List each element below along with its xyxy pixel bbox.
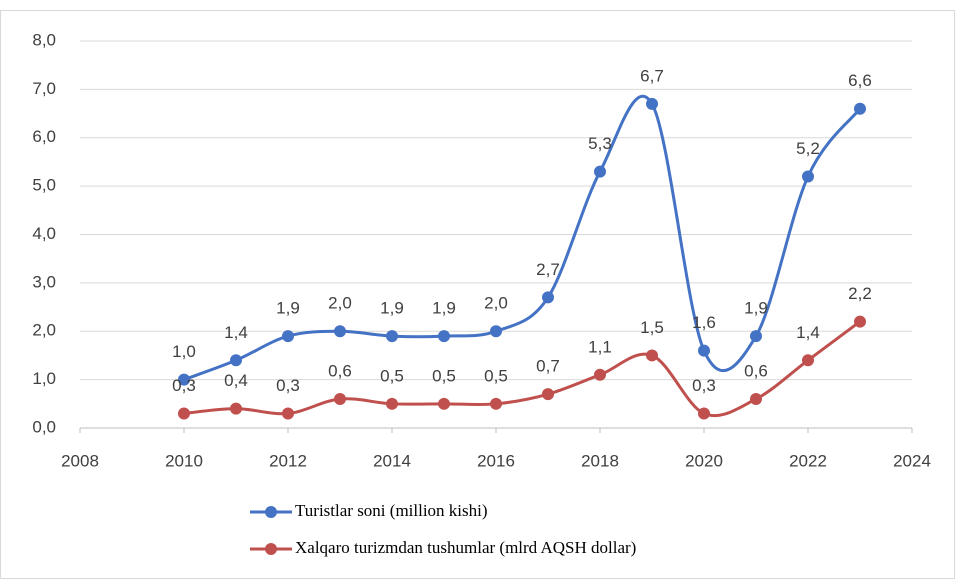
data-label: 6,7: [640, 66, 664, 85]
data-point: [542, 388, 554, 401]
data-label: 6,6: [848, 71, 872, 90]
data-label: 1,1: [588, 337, 612, 356]
y-tick-label: 1,0: [32, 369, 56, 388]
x-tick-label: 2008: [61, 451, 99, 470]
y-tick-label: 0,0: [32, 417, 56, 436]
data-label: 1,9: [744, 299, 768, 318]
data-point: [282, 330, 294, 343]
data-point: [230, 354, 242, 367]
data-label: 1,4: [224, 323, 248, 342]
data-label: 2,0: [484, 294, 508, 313]
legend-marker: [265, 543, 277, 555]
data-point: [230, 402, 242, 415]
x-tick-label: 2012: [269, 451, 307, 470]
data-label: 2,0: [328, 294, 352, 313]
y-tick-label: 4,0: [32, 224, 56, 243]
data-point: [594, 165, 606, 178]
data-label: 2,2: [848, 284, 872, 303]
data-point: [386, 330, 398, 343]
data-point: [854, 315, 866, 328]
data-point: [334, 392, 346, 405]
data-point: [386, 397, 398, 410]
y-tick-label: 7,0: [32, 79, 56, 98]
data-point: [542, 291, 554, 304]
data-label: 5,3: [588, 134, 612, 153]
y-tick-label: 6,0: [32, 127, 56, 146]
data-label: 0,5: [432, 366, 456, 385]
chart-frame: [0, 10, 955, 579]
data-point: [438, 330, 450, 343]
data-point: [646, 349, 658, 362]
data-label: 0,3: [276, 376, 300, 395]
x-tick-label: 2020: [685, 451, 723, 470]
data-point: [334, 325, 346, 338]
data-point: [646, 97, 658, 110]
y-tick-label: 3,0: [32, 272, 56, 291]
y-tick-label: 8,0: [32, 30, 56, 49]
x-tick-label: 2018: [581, 451, 619, 470]
data-point: [178, 407, 190, 420]
data-label: 2,7: [536, 260, 560, 279]
data-label: 1,5: [640, 318, 664, 337]
x-tick-label: 2016: [477, 451, 515, 470]
data-label: 0,5: [380, 366, 404, 385]
data-point: [698, 344, 710, 357]
data-label: 0,6: [744, 361, 768, 380]
data-label: 1,9: [276, 299, 300, 318]
x-tick-label: 2024: [893, 451, 931, 470]
data-label: 0,7: [536, 357, 560, 376]
data-point: [698, 407, 710, 420]
data-label: 0,3: [692, 376, 716, 395]
data-point: [490, 325, 502, 338]
data-label: 1,6: [692, 313, 716, 332]
legend-marker: [265, 506, 277, 518]
data-label: 5,2: [796, 139, 820, 158]
data-point: [438, 397, 450, 410]
data-label: 0,6: [328, 361, 352, 380]
data-point: [802, 170, 814, 183]
data-label: 1,9: [432, 299, 456, 318]
data-label: 1,9: [380, 299, 404, 318]
data-point: [594, 368, 606, 381]
data-label: 0,3: [172, 376, 196, 395]
data-point: [854, 102, 866, 115]
data-point: [178, 373, 190, 386]
x-tick-label: 2022: [789, 451, 827, 470]
data-point: [282, 407, 294, 420]
data-point: [750, 330, 762, 343]
x-tick-label: 2010: [165, 451, 203, 470]
x-tick-label: 2014: [373, 451, 411, 470]
data-point: [750, 392, 762, 405]
data-point: [490, 397, 502, 410]
y-tick-label: 5,0: [32, 176, 56, 195]
data-label: 1,4: [796, 323, 820, 342]
data-label: 0,5: [484, 366, 508, 385]
y-tick-label: 2,0: [32, 321, 56, 340]
data-label: 1,0: [172, 342, 196, 361]
data-point: [802, 354, 814, 367]
data-label: 0,4: [224, 371, 248, 390]
legend-label: Turistlar soni (million kishi): [295, 501, 488, 520]
legend-label: Xalqaro turizmdan tushumlar (mlrd AQSH d…: [295, 538, 636, 557]
